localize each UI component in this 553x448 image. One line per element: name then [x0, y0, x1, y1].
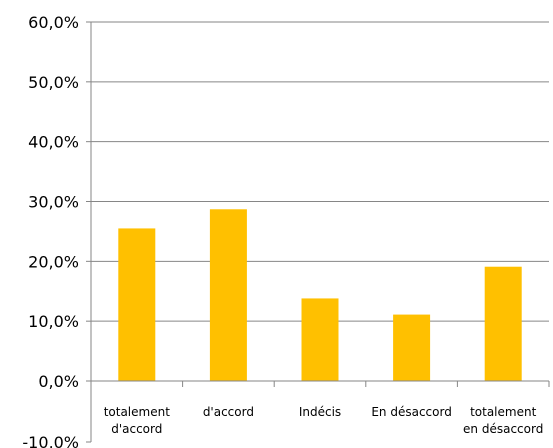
y-tick-label: 50,0%: [28, 73, 79, 92]
x-category-label: totalement: [470, 405, 537, 419]
y-tick-label: 30,0%: [28, 193, 79, 212]
bar: [484, 266, 522, 381]
x-category-label: en désaccord: [463, 422, 543, 436]
bars: [118, 209, 522, 381]
y-tick-label: 10,0%: [28, 312, 79, 331]
bar: [209, 209, 247, 381]
gridlines: [91, 21, 549, 322]
y-tick-label: 60,0%: [28, 13, 79, 32]
x-category-label: d'accord: [111, 422, 162, 436]
axes: [86, 21, 550, 443]
y-tick-label: 0,0%: [38, 372, 79, 391]
bar: [301, 298, 339, 381]
x-category-label: totalement: [104, 405, 171, 419]
x-category-label: d'accord: [203, 405, 254, 419]
x-category-label: Indécis: [299, 405, 341, 419]
y-tick-label: -10,0%: [22, 433, 79, 448]
y-tick-label: 20,0%: [28, 252, 79, 271]
bar: [393, 314, 431, 381]
x-axis-category-labels: totalement d'accord d'accord Indécis En désa…: [104, 405, 544, 436]
bar: [118, 228, 156, 381]
y-axis-tick-labels: -10,0% 0,0% 10,0% 20,0% 30,0% 40,0% 50,0% 60,0%: [22, 13, 79, 448]
x-category-label: En désaccord: [371, 405, 451, 419]
y-tick-label: 40,0%: [28, 133, 79, 152]
